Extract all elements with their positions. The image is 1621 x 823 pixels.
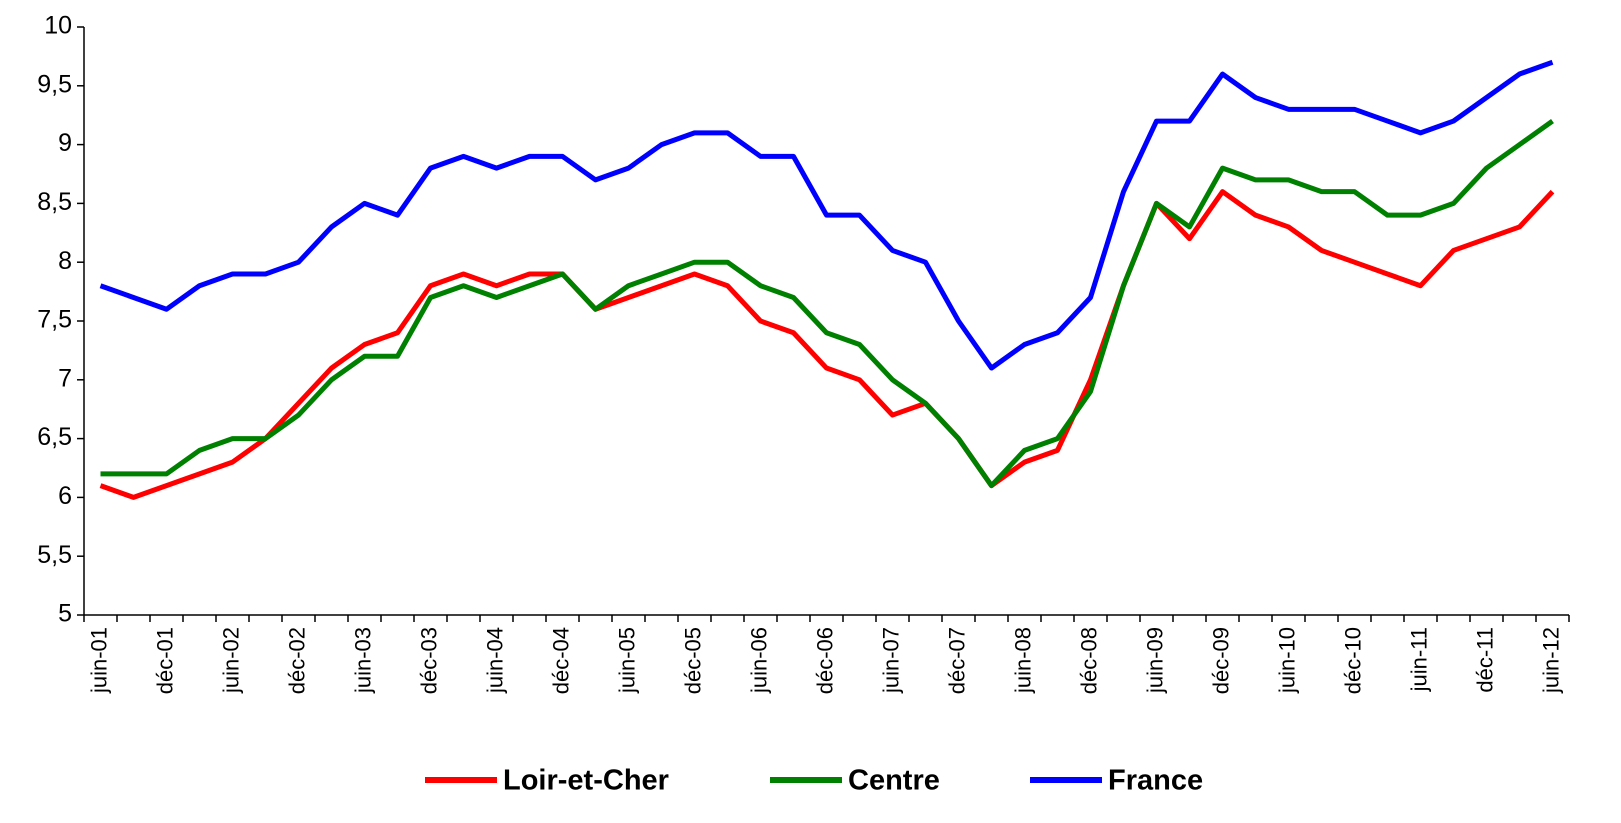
x-tick-label: juin-04 bbox=[482, 627, 507, 694]
x-tick-label: déc-06 bbox=[812, 627, 837, 694]
x-tick-label: juin-03 bbox=[350, 627, 375, 694]
x-tick-label: déc-11 bbox=[1472, 627, 1497, 693]
x-tick-label: juin-01 bbox=[86, 627, 111, 694]
x-tick-label: déc-04 bbox=[548, 627, 573, 694]
legend-label: Centre bbox=[848, 765, 940, 797]
series-line bbox=[100, 119, 1554, 489]
y-tick-label: 7,5 bbox=[37, 306, 72, 334]
y-tick-label: 8 bbox=[58, 247, 72, 275]
x-tick-label: déc-01 bbox=[152, 627, 177, 694]
x-tick-label: juin-07 bbox=[878, 627, 903, 694]
x-tick-label: déc-07 bbox=[944, 627, 969, 694]
y-tick-label: 7 bbox=[58, 364, 72, 392]
y-tick-label: 6,5 bbox=[37, 423, 72, 451]
series-line bbox=[99, 59, 1554, 371]
x-tick-label: juin-06 bbox=[746, 627, 771, 694]
x-tick-label: juin-09 bbox=[1142, 627, 1167, 694]
x-tick-label: déc-08 bbox=[1076, 627, 1101, 694]
x-tick-label: déc-05 bbox=[680, 627, 705, 694]
y-tick-label: 10 bbox=[44, 12, 72, 40]
y-tick-label: 9 bbox=[58, 129, 72, 157]
y-tick-label: 5,5 bbox=[37, 541, 72, 569]
series-line bbox=[99, 189, 1555, 500]
y-tick-label: 8,5 bbox=[37, 188, 72, 216]
legend-label: Loir-et-Cher bbox=[503, 765, 669, 797]
x-tick-label: juin-11 bbox=[1406, 627, 1431, 692]
x-tick-label: déc-02 bbox=[284, 627, 309, 694]
y-tick-label: 9,5 bbox=[37, 70, 72, 98]
legend-label: France bbox=[1108, 765, 1203, 797]
x-tick-label: déc-10 bbox=[1340, 627, 1365, 694]
x-tick-label: juin-05 bbox=[614, 627, 639, 694]
x-tick-label: juin-12 bbox=[1538, 627, 1563, 694]
x-tick-label: juin-02 bbox=[218, 627, 243, 694]
x-tick-label: déc-03 bbox=[416, 627, 441, 694]
x-tick-label: déc-09 bbox=[1208, 627, 1233, 694]
x-tick-label: juin-08 bbox=[1010, 627, 1035, 694]
y-tick-label: 5 bbox=[58, 600, 72, 628]
y-tick-label: 6 bbox=[58, 482, 72, 510]
x-tick-label: juin-10 bbox=[1274, 627, 1299, 694]
